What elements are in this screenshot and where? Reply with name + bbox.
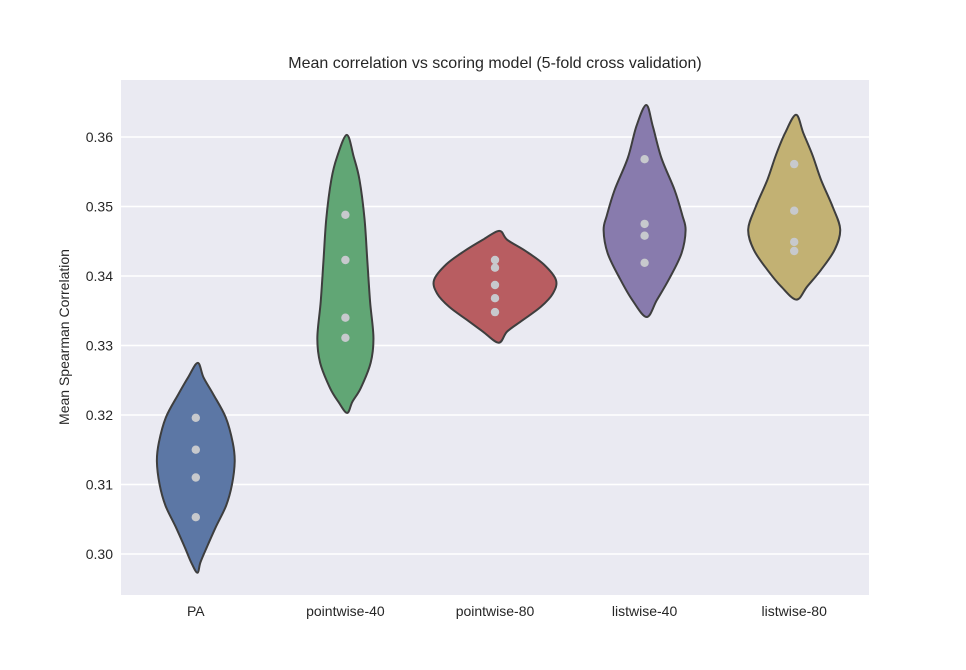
data-point <box>490 280 500 290</box>
data-point <box>191 513 200 522</box>
x-tick-label: PA <box>187 603 205 619</box>
data-point <box>790 159 799 169</box>
chart-title: Mean correlation vs scoring model (5-fol… <box>288 55 702 72</box>
y-tick-label: 0.35 <box>86 199 113 215</box>
x-tick-label: listwise-40 <box>612 603 678 619</box>
data-point <box>490 255 500 265</box>
data-point <box>191 473 200 482</box>
x-tick-label: listwise-80 <box>762 603 828 619</box>
data-point <box>341 333 350 342</box>
data-point <box>191 445 200 454</box>
violin-pointwise-40 <box>316 133 375 414</box>
data-point <box>490 307 500 317</box>
data-point <box>790 237 799 247</box>
data-point <box>640 219 649 229</box>
y-tick-label: 0.34 <box>86 268 113 284</box>
y-tick-label: 0.31 <box>86 477 113 493</box>
x-tick-label: pointwise-80 <box>456 603 535 619</box>
data-point <box>640 231 649 240</box>
data-point <box>640 155 649 164</box>
x-tick-label: pointwise-40 <box>306 603 385 619</box>
data-point <box>341 210 350 219</box>
violin-listwise-40 <box>602 104 687 318</box>
data-point <box>790 246 799 256</box>
data-point <box>790 206 799 215</box>
data-point <box>490 263 500 272</box>
data-point <box>341 313 350 322</box>
y-tick-label: 0.33 <box>86 338 113 354</box>
data-point <box>640 258 649 267</box>
y-tick-label: 0.30 <box>86 546 113 562</box>
y-tick-label: 0.36 <box>86 129 113 145</box>
data-point <box>191 413 200 422</box>
data-point <box>341 255 350 265</box>
data-point <box>490 294 500 303</box>
y-tick-label: 0.32 <box>86 407 113 423</box>
violin-pa <box>155 361 236 574</box>
